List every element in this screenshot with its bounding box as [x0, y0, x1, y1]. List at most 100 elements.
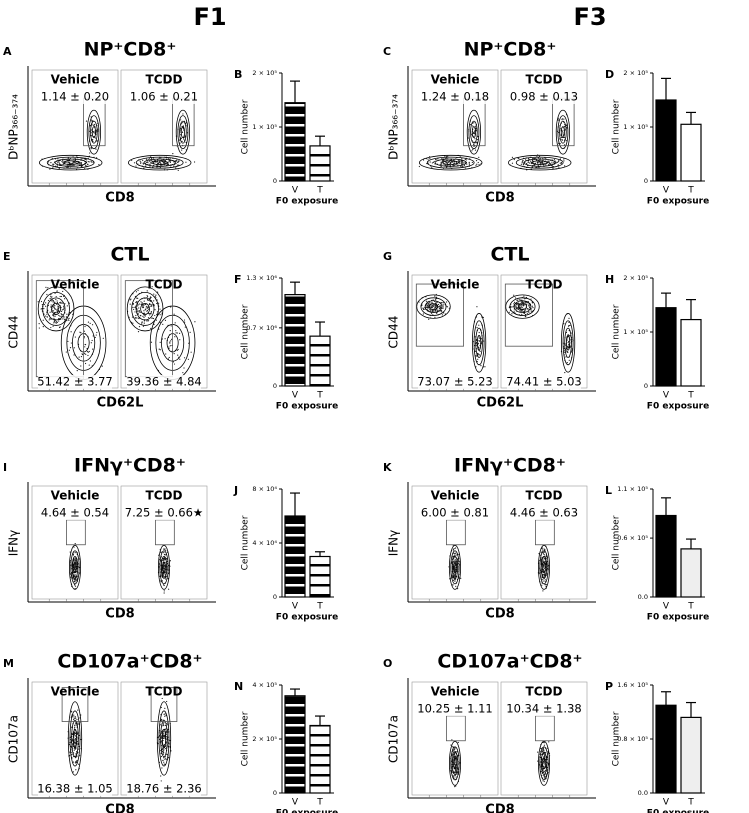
event-dot: [135, 314, 137, 317]
event-dot: [161, 750, 164, 753]
event-dot: [568, 317, 570, 319]
y-tick-label: 1.1 × 10⁵: [617, 485, 648, 493]
event-dot: [68, 162, 70, 164]
contour: [179, 120, 187, 144]
event-dot: [530, 160, 532, 162]
event-dot: [143, 310, 145, 312]
event-dot: [50, 300, 52, 302]
event-dot: [50, 297, 52, 299]
event-dot: [439, 305, 441, 308]
panel-letter: C: [383, 45, 391, 58]
event-dot: [454, 575, 456, 577]
event-dot: [59, 295, 61, 298]
event-dot: [478, 347, 480, 349]
y-tick-label: 0: [644, 177, 648, 185]
event-dot: [166, 700, 168, 703]
event-dot: [52, 301, 54, 303]
event-dot: [57, 307, 59, 309]
event-dot: [73, 749, 75, 751]
stat-bg: [127, 90, 201, 104]
event-dot: [543, 580, 545, 582]
event-dot: [565, 349, 567, 351]
sample-name: TCDD: [526, 278, 563, 292]
event-dot: [74, 543, 76, 545]
x-tick-label: T: [316, 798, 323, 808]
event-dot: [190, 351, 192, 353]
event-dot: [62, 295, 65, 297]
stat-bg: [507, 90, 581, 104]
event-dot: [452, 549, 455, 551]
plot-frame: [411, 69, 499, 184]
event-dot: [557, 164, 559, 166]
stat-label: 1.06 ± 0.21: [130, 90, 198, 104]
event-dot: [47, 287, 49, 289]
y-axis-label: Cell number: [241, 99, 251, 154]
event-dot: [145, 161, 147, 163]
event-dot: [543, 744, 545, 746]
panel-letter: A: [3, 45, 12, 58]
x-tick-label: T: [316, 602, 323, 612]
event-dot: [562, 134, 564, 137]
event-dot: [563, 160, 565, 162]
stat-label: 10.34 ± 1.38: [506, 702, 581, 716]
event-dot: [558, 166, 560, 168]
event-dot: [149, 303, 151, 305]
event-dot: [521, 301, 523, 303]
contour: [70, 550, 80, 585]
event-dot: [473, 144, 475, 146]
contour: [131, 291, 159, 326]
event-dot: [461, 161, 463, 163]
event-dot: [87, 354, 89, 357]
event-dot: [135, 291, 137, 293]
y-tick-label: 0: [644, 382, 648, 390]
event-dot: [74, 552, 76, 554]
contour: [67, 701, 83, 776]
event-dot: [151, 317, 153, 319]
event-dot: [60, 313, 62, 315]
event-dot: [431, 162, 433, 164]
sample-name: Vehicle: [431, 489, 480, 503]
event-dot: [155, 294, 157, 296]
event-dot: [542, 558, 544, 560]
event-dot: [454, 765, 456, 767]
event-dot: [46, 293, 48, 296]
event-dot: [149, 297, 151, 300]
y-tick-label: 4 × 10⁵: [252, 681, 277, 689]
event-dot: [142, 305, 144, 307]
event-dot: [427, 158, 429, 160]
event-dot: [74, 735, 77, 737]
event-dot: [142, 159, 144, 162]
event-dot: [170, 325, 172, 327]
event-dot: [478, 331, 480, 334]
event-dot: [64, 303, 66, 305]
contour: [158, 710, 170, 767]
event-dot: [526, 312, 528, 314]
event-dot: [158, 161, 160, 164]
bar: [680, 716, 702, 794]
contour: [564, 327, 572, 358]
y-tick-label: 2 × 10⁵: [252, 735, 277, 743]
event-dot: [60, 295, 63, 298]
y-axis-label: Cell number: [612, 515, 622, 570]
event-dot: [450, 744, 452, 746]
event-dot: [467, 137, 469, 139]
event-dot: [517, 308, 519, 310]
event-dot: [140, 161, 142, 163]
event-dot: [455, 768, 458, 770]
event-dot: [75, 769, 77, 771]
event-dot: [139, 311, 141, 313]
event-dot: [88, 364, 90, 366]
stat-bg: [38, 782, 112, 796]
event-dot: [154, 309, 156, 311]
panel-title: NP⁺CD8⁺: [464, 39, 557, 61]
event-dot: [185, 161, 187, 163]
event-dot: [545, 164, 547, 166]
bar: [655, 514, 677, 598]
event-dot: [542, 590, 544, 592]
x-axis-label: F0 exposure: [276, 613, 338, 623]
event-dot: [543, 573, 545, 575]
event-dot: [84, 352, 86, 355]
event-dot: [76, 760, 78, 762]
event-dot: [182, 138, 185, 140]
contour: [156, 701, 172, 776]
